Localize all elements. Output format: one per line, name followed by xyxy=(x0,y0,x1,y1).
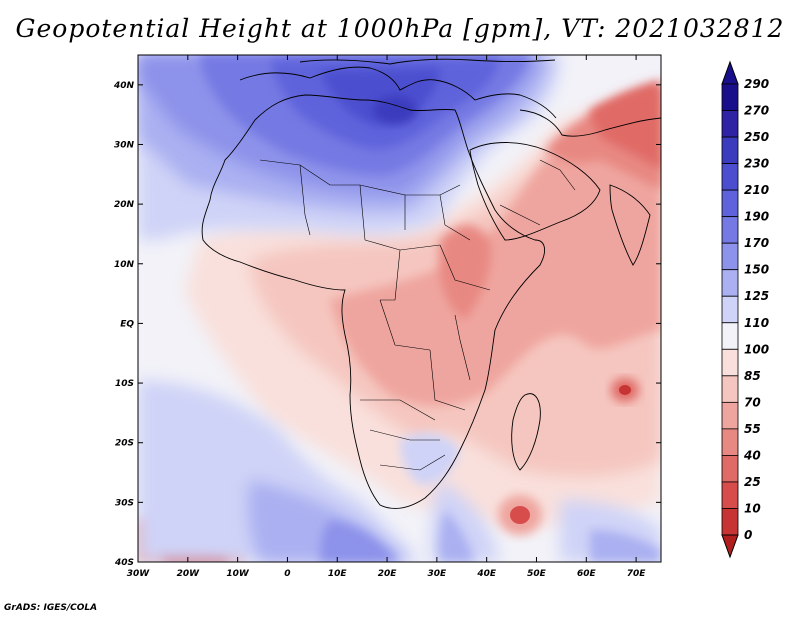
x-tick-label: 30W xyxy=(127,569,151,579)
colorbar-swatch xyxy=(721,401,739,430)
colorbar-label: 190 xyxy=(744,210,769,224)
y-tick-label: 20N xyxy=(114,200,135,210)
colorbar-label: 125 xyxy=(744,289,769,303)
x-tick-label: 60E xyxy=(577,569,597,579)
y-tick-label: 30S xyxy=(115,498,134,508)
colorbar-label: 85 xyxy=(744,369,761,383)
colorbar-top-arrow xyxy=(721,60,739,85)
colorbar-swatch xyxy=(721,110,739,138)
colorbar-swatch xyxy=(721,375,739,403)
y-tick-label: 20S xyxy=(115,439,134,449)
colorbar-bottom-arrow xyxy=(721,534,739,559)
x-tick-label: 20E xyxy=(378,569,398,579)
colorbar-label: 55 xyxy=(744,422,761,436)
x-tick-label: 30E xyxy=(428,569,448,579)
colorbar-label: 70 xyxy=(744,395,761,409)
y-tick-label: 10S xyxy=(115,379,134,389)
colorbar-swatch xyxy=(721,269,739,297)
colorbar-label: 25 xyxy=(744,475,761,489)
chart-title: Geopotential Height at 1000hPa [gpm], VT… xyxy=(15,14,785,43)
colorbar-swatch xyxy=(721,322,739,350)
colorbar-swatch xyxy=(721,136,739,164)
colorbar-swatch xyxy=(721,481,739,509)
y-tick-label: 10N xyxy=(114,260,135,270)
colorbar-label: 170 xyxy=(744,236,769,250)
colorbar-swatch xyxy=(721,242,739,271)
colorbar-label: 10 xyxy=(744,501,761,515)
colorbar-swatch xyxy=(721,428,739,456)
x-tick-label: 10W xyxy=(226,569,250,579)
colorbar-label: 0 xyxy=(744,528,752,542)
colorbar-swatch xyxy=(721,348,739,377)
plot-frame xyxy=(137,54,662,563)
colorbar-swatch xyxy=(721,455,739,483)
colorbar-swatch xyxy=(721,295,739,324)
colorbar-label: 150 xyxy=(744,263,769,277)
country-borders xyxy=(259,159,576,471)
footer-credit: GrADS: IGES/COLA xyxy=(4,603,98,613)
field-shading xyxy=(138,55,661,562)
colorbar-swatch xyxy=(721,83,739,111)
y-tick-label: 40S xyxy=(114,558,134,568)
colorbar-label: 100 xyxy=(744,342,769,356)
colorbar-swatch xyxy=(721,163,739,191)
colorbar-swatch xyxy=(721,508,739,536)
colorbar-label: 270 xyxy=(744,104,769,118)
colorbar-swatch xyxy=(721,216,739,244)
x-tick-label: 40E xyxy=(476,569,497,579)
colorbar-label: 210 xyxy=(744,183,769,197)
x-tick-label: 20W xyxy=(177,569,201,579)
colorbar-label: 40 xyxy=(743,448,761,462)
colorbar-label: 110 xyxy=(744,316,769,330)
coastlines xyxy=(201,58,661,509)
y-tick-label: 40N xyxy=(113,81,135,91)
x-tick-label: 0 xyxy=(284,569,290,579)
y-tick-label: 30N xyxy=(114,140,135,150)
colorbar-swatch xyxy=(721,189,739,218)
y-tick-label: EQ xyxy=(120,319,134,329)
x-tick-label: 70E xyxy=(627,569,647,579)
colorbar-label: 230 xyxy=(744,157,769,171)
y-axis: 40N 30N 20N 10N EQ 10S 20S 30S 40S xyxy=(113,81,661,568)
colorbar: 2902702502302101901701501251101008570554… xyxy=(721,60,769,559)
colorbar-label: 250 xyxy=(744,130,769,144)
x-tick-label: 50E xyxy=(527,569,547,579)
colorbar-label: 290 xyxy=(744,77,769,91)
x-axis: 30W 20W 10W 0 10E 20E 30E 40E 50E 60E 70E xyxy=(127,55,647,579)
x-tick-label: 10E xyxy=(328,569,348,579)
